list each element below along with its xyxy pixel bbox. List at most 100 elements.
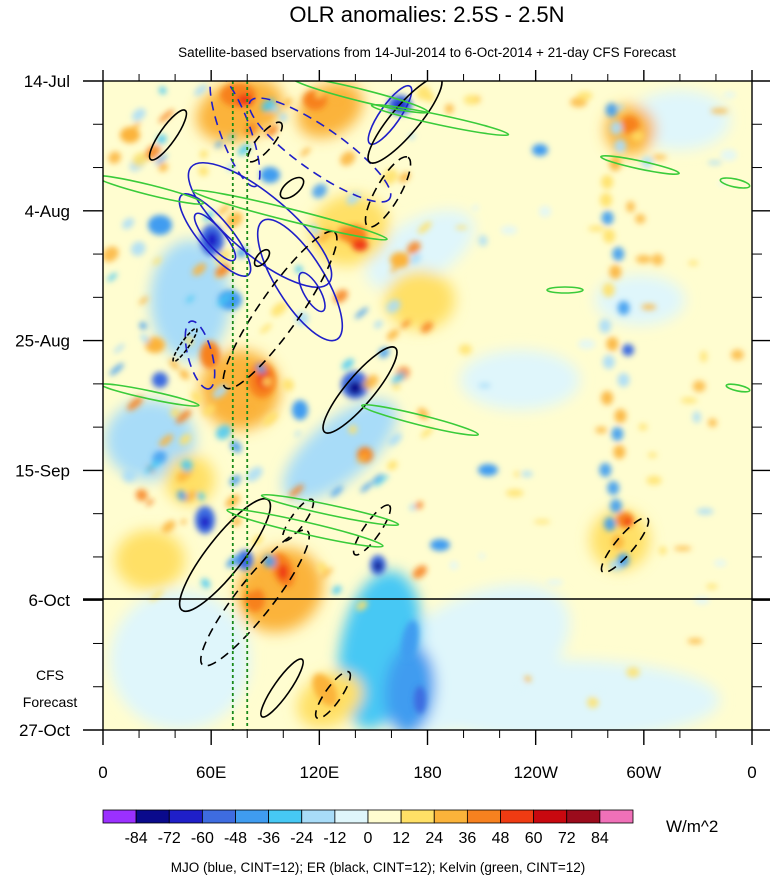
colorbar-swatch bbox=[433, 809, 468, 824]
anomaly-blob bbox=[145, 459, 161, 474]
anomaly-blob bbox=[613, 445, 626, 459]
anomaly-blob bbox=[115, 530, 185, 590]
er-contour bbox=[367, 81, 443, 164]
er-contour-dashed bbox=[199, 529, 311, 667]
colorbar-units: W/m^2 bbox=[666, 817, 718, 836]
anomaly-blob bbox=[110, 590, 250, 730]
anomaly-blob bbox=[576, 91, 593, 101]
anomaly-blob bbox=[246, 466, 263, 482]
anomaly-blob bbox=[651, 253, 664, 266]
anomaly-blob bbox=[390, 252, 410, 268]
anomaly-blob bbox=[730, 349, 744, 361]
anomaly-blob bbox=[388, 433, 402, 446]
anomaly-blob bbox=[500, 225, 518, 235]
colorbar-swatch bbox=[268, 809, 303, 824]
anomaly-blob bbox=[161, 520, 176, 533]
colorbar-swatch bbox=[334, 809, 369, 824]
anomaly-blob bbox=[622, 344, 634, 356]
anomaly-detail bbox=[103, 83, 744, 714]
anomaly-blob bbox=[330, 486, 343, 497]
anomaly-blob bbox=[265, 125, 279, 137]
anomaly-blob bbox=[595, 275, 685, 325]
anomaly-blob bbox=[385, 270, 455, 330]
anomaly-blob bbox=[417, 221, 432, 234]
anomaly-blob bbox=[713, 559, 727, 567]
anomaly-blob bbox=[215, 141, 223, 148]
er-contour bbox=[253, 248, 271, 268]
colorbar-swatch bbox=[599, 809, 634, 824]
anomaly-blob bbox=[260, 323, 272, 334]
anomaly-blob bbox=[108, 151, 121, 164]
anomaly-blob bbox=[374, 320, 383, 329]
colorbar-swatch bbox=[102, 809, 137, 824]
anomaly-blob bbox=[412, 565, 428, 579]
anomaly-blob bbox=[621, 116, 639, 134]
anomaly-blob bbox=[109, 363, 124, 376]
anomaly-blob bbox=[103, 246, 119, 262]
anomaly-blob bbox=[609, 499, 622, 513]
anomaly-blob bbox=[199, 150, 208, 159]
kelvin-contour bbox=[546, 286, 584, 294]
anomaly-blob bbox=[231, 517, 242, 527]
anomaly-blob bbox=[184, 490, 197, 502]
colorbar-label: -60 bbox=[191, 830, 214, 847]
er-contour-dashed bbox=[281, 498, 315, 542]
anomaly-blob bbox=[256, 363, 266, 374]
anomaly-blob bbox=[225, 211, 243, 228]
anomaly-blob bbox=[159, 434, 174, 447]
anomaly-blob bbox=[658, 546, 667, 555]
anomaly-blob bbox=[132, 152, 148, 167]
anomaly-blob bbox=[706, 583, 718, 590]
anomaly-blob bbox=[271, 301, 287, 317]
anomaly-blob bbox=[577, 339, 596, 350]
kelvin-contour bbox=[360, 403, 480, 437]
anomaly-blob bbox=[122, 217, 135, 230]
anomaly-blob bbox=[420, 321, 434, 333]
anomaly-blob bbox=[354, 307, 369, 319]
anomaly-blob bbox=[278, 564, 288, 580]
anomaly-blob bbox=[386, 299, 401, 313]
anomaly-blob bbox=[587, 696, 599, 709]
anomaly-blob bbox=[414, 686, 426, 714]
anomaly-blob bbox=[651, 154, 667, 160]
anomaly-blob bbox=[707, 160, 722, 165]
anomaly-blob bbox=[600, 193, 613, 207]
anomaly-blob bbox=[260, 167, 280, 183]
er-contour-dashed bbox=[364, 156, 412, 228]
colorbar-label: -24 bbox=[290, 830, 313, 847]
er-contour-dashed bbox=[600, 516, 650, 574]
anomaly-blob bbox=[460, 350, 580, 410]
anomaly-blob bbox=[294, 265, 303, 274]
anomaly-blob bbox=[139, 322, 147, 330]
anomaly-blob bbox=[603, 517, 616, 531]
colorbar-swatch bbox=[367, 809, 402, 824]
x-tick-label: 0 bbox=[747, 763, 756, 782]
anomaly-blob bbox=[175, 409, 192, 424]
mjo-contour bbox=[256, 218, 344, 342]
anomaly-blob bbox=[692, 411, 701, 423]
y-tick-label: 27-Oct bbox=[19, 721, 70, 740]
x-tick-label: 60W bbox=[626, 763, 661, 782]
anomaly-blob bbox=[601, 175, 614, 189]
anomaly-blob bbox=[631, 131, 645, 142]
anomaly-blob bbox=[191, 391, 203, 404]
colorbar-label: -36 bbox=[257, 830, 280, 847]
anomaly-blob bbox=[692, 380, 706, 393]
anomaly-blob bbox=[611, 427, 624, 441]
kelvin-contour bbox=[103, 383, 200, 407]
colorbar-swatch bbox=[466, 809, 501, 824]
anomaly-blob bbox=[138, 296, 149, 305]
anomaly-blob bbox=[410, 253, 422, 265]
anomaly-blob bbox=[217, 203, 231, 216]
anomaly-blob bbox=[303, 90, 327, 110]
anomaly-blob bbox=[196, 81, 284, 143]
colorbar-label: 60 bbox=[525, 830, 543, 847]
anomaly-blob bbox=[320, 567, 334, 579]
anomaly-blob bbox=[294, 430, 301, 437]
er-contour bbox=[279, 176, 305, 200]
anomaly-blob bbox=[132, 108, 146, 122]
mjo-contour bbox=[367, 84, 413, 146]
anomaly-blob bbox=[646, 475, 662, 486]
anomaly-blob bbox=[414, 501, 424, 510]
